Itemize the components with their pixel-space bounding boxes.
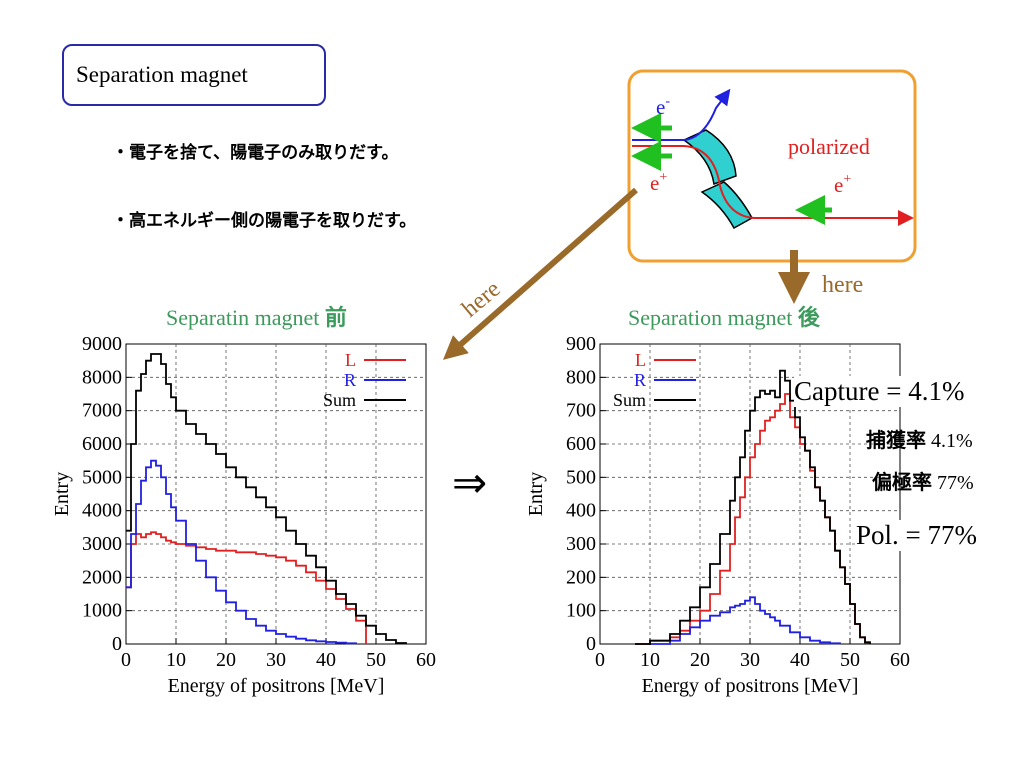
bullet-1: ・電子を捨て、陽電子のみ取りだす。: [112, 143, 399, 163]
y-tick-label: 9000: [82, 333, 122, 355]
here-label-right: here: [822, 272, 863, 298]
x-tick-label: 40: [790, 649, 810, 671]
pol-annotation: Pol. = 77%: [856, 520, 977, 551]
positron-label: e+: [650, 170, 667, 195]
y-tick-label: 0: [586, 633, 596, 655]
y-tick-label: 400: [566, 500, 596, 522]
chart-left: 0 10 20 30 40 50 60 0 1000 2000 3000 4000 5000 6000 70…: [51, 333, 436, 697]
y-tick-label: 1000: [82, 600, 122, 622]
x-tick-label: 40: [316, 649, 336, 671]
x-tick-label: 10: [166, 649, 186, 671]
x-tick-label: 20: [216, 649, 236, 671]
diagram-frame: [627, 69, 917, 263]
capture-jp-annotation: 捕獲率 4.1%: [866, 428, 973, 452]
y-tick-label: 8000: [82, 366, 122, 388]
x-tick-label: 0: [121, 649, 131, 671]
series-r-line: [126, 459, 357, 645]
x-axis-label: Energy of positrons [MeV]: [642, 675, 859, 697]
y-tick-label: 5000: [82, 466, 122, 488]
chart-right: 0 10 20 30 40 50 60010020030040050060070080090…: [525, 333, 910, 697]
magnet-diagram: e- e+ polarized e+: [627, 69, 917, 263]
y-tick-label: 300: [566, 533, 596, 555]
y-tick-label: 2000: [82, 566, 122, 588]
page-title: Separation magnet: [76, 62, 248, 87]
series-l-line: [126, 531, 367, 644]
legend-label-sum: Sum: [613, 390, 646, 410]
here-arrow-left: [442, 187, 638, 360]
polarized-label: polarized: [788, 134, 870, 159]
series-l-line: [635, 393, 871, 645]
y-tick-label: 700: [566, 400, 596, 422]
pol-jp-annotation: 偏極率 77%: [872, 470, 974, 494]
right-plot-title: Separation magnet 後: [628, 305, 820, 331]
y-tick-label: 7000: [82, 400, 122, 422]
positron2-label: e+: [834, 172, 851, 197]
x-tick-label: 30: [740, 649, 760, 671]
y-tick-label: 600: [566, 433, 596, 455]
implies-symbol: ⇒: [452, 458, 488, 507]
here-label-left: here: [457, 276, 505, 322]
y-tick-label: 900: [566, 333, 596, 355]
legend-label-r: R: [344, 370, 356, 390]
legend-label-l: L: [635, 350, 646, 370]
y-tick-label: 200: [566, 566, 596, 588]
x-tick-label: 10: [640, 649, 660, 671]
title-box: Separation magnet: [62, 44, 326, 106]
bullet-2: ・高エネルギー側の陽電子を取りだす。: [112, 211, 417, 231]
positron-beam-out: [683, 145, 914, 226]
legend-label-l: L: [345, 350, 356, 370]
x-axis-label: Energy of positrons [MeV]: [168, 675, 385, 697]
y-tick-label: 500: [566, 466, 596, 488]
electron-beam-out: [683, 88, 731, 141]
series-sum-line: [126, 353, 407, 644]
electron-label: e-: [656, 94, 670, 119]
y-axis-label: Entry: [51, 472, 73, 516]
legend-label-sum: Sum: [323, 390, 356, 410]
x-tick-label: 30: [266, 649, 286, 671]
x-tick-label: 20: [690, 649, 710, 671]
legend-label-r: R: [634, 370, 646, 390]
magnet-upper: [682, 129, 737, 186]
left-plot-title: Separatin magnet 前: [166, 305, 347, 331]
y-tick-label: 100: [566, 600, 596, 622]
x-tick-label: 0: [595, 649, 605, 671]
series-sum-line: [635, 369, 871, 645]
x-tick-label: 50: [840, 649, 860, 671]
y-tick-label: 0: [112, 633, 122, 655]
series-r-line: [650, 596, 841, 645]
y-tick-label: 800: [566, 366, 596, 388]
x-tick-label: 50: [366, 649, 386, 671]
y-tick-label: 3000: [82, 533, 122, 555]
x-tick-label: 60: [890, 649, 910, 671]
x-tick-label: 60: [416, 649, 436, 671]
capture-annotation: Capture = 4.1%: [794, 376, 965, 407]
y-axis-label: Entry: [525, 472, 547, 516]
y-tick-label: 6000: [82, 433, 122, 455]
y-tick-label: 4000: [82, 500, 122, 522]
